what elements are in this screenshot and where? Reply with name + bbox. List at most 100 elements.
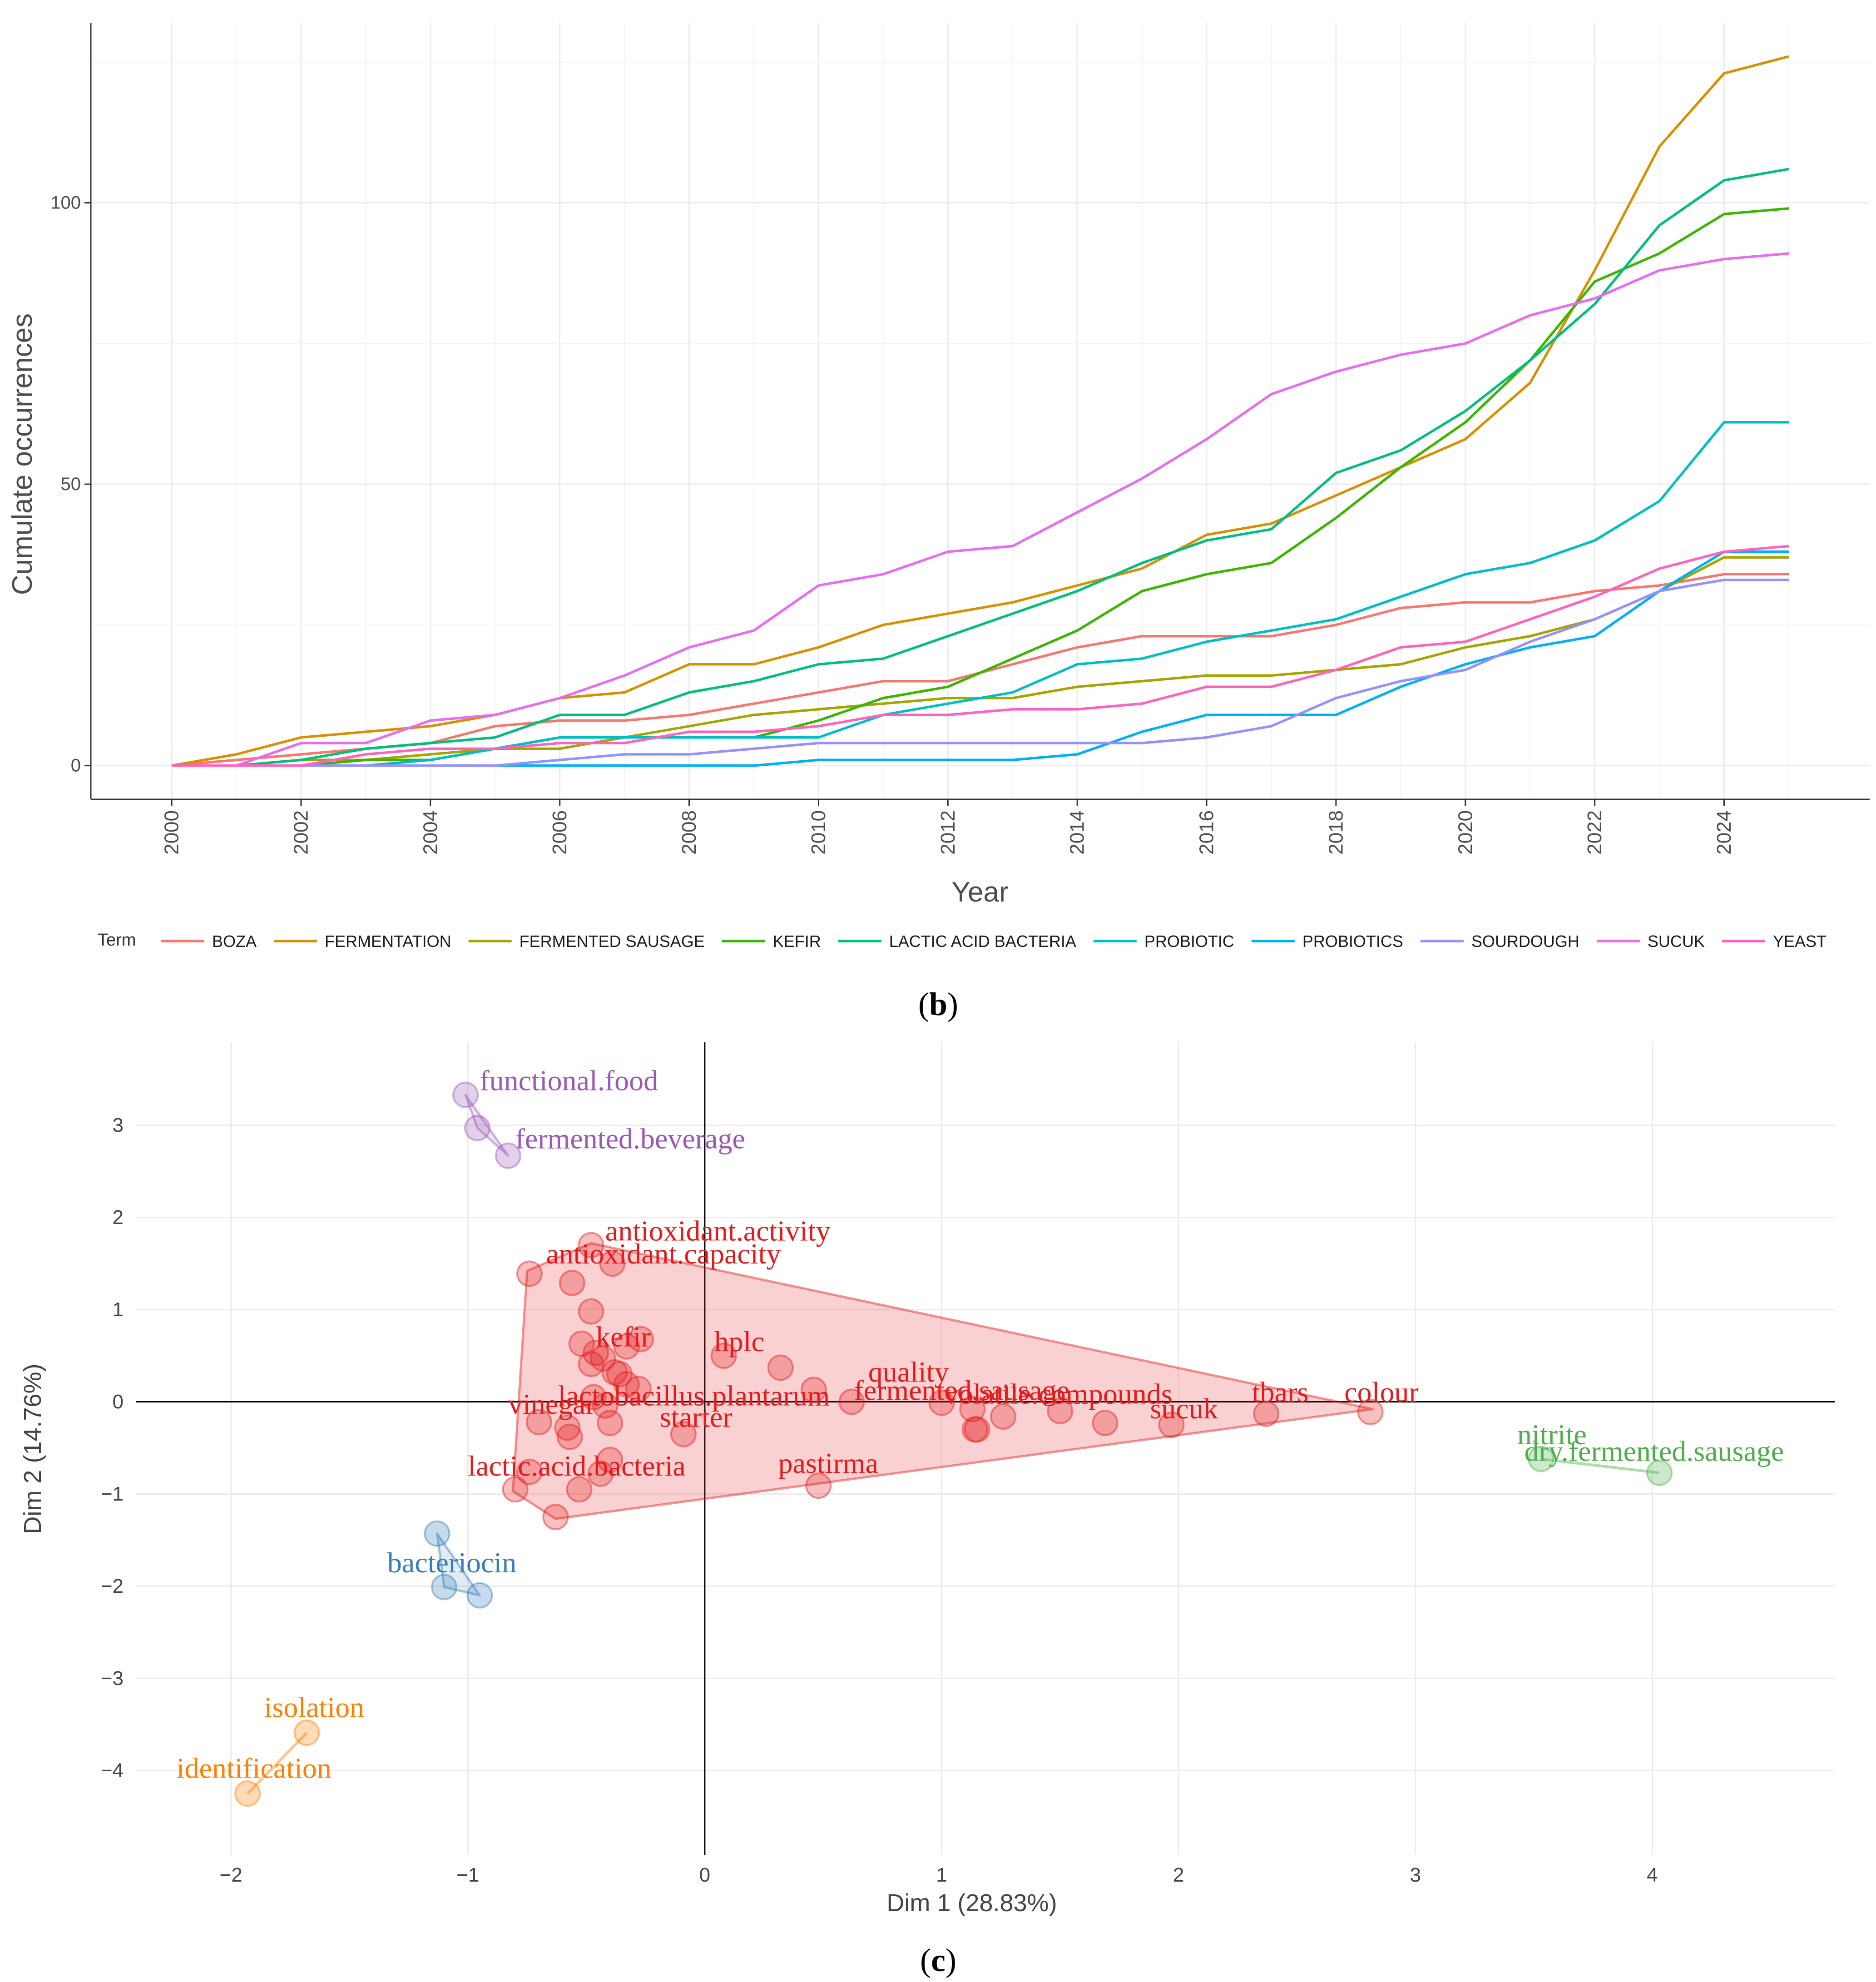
panel-c-x-tick-labels: −2 −1 0 1 2 3 4	[220, 1864, 1658, 1886]
point-label-functional-food: functional.food	[480, 1065, 658, 1097]
panel-b-line-chart: 2000 2002 2004 2006 2008 2010 2012 2014 2016 2018…	[7, 23, 1870, 1022]
point-label-hplc: hplc	[714, 1325, 764, 1358]
cluster-point-blue	[467, 1583, 492, 1608]
cluster-point-red	[579, 1352, 604, 1376]
legend-item-yeast: YEAST	[1722, 932, 1827, 951]
panel-b-x-tick-label: 2020	[1454, 810, 1476, 855]
cluster-point-red	[543, 1505, 568, 1529]
panel-b-caption-letter: b	[929, 986, 947, 1022]
panel-c-x-tick-label: 3	[1410, 1864, 1421, 1886]
legend-label: FERMENTED SAUSAGE	[520, 932, 705, 951]
legend-item-kefir: KEFIR	[722, 932, 821, 951]
legend-item-probiotic: PROBIOTIC	[1094, 932, 1234, 951]
panel-b-x-tick-label: 2002	[290, 810, 312, 855]
legend-label: SOURDOUGH	[1471, 932, 1579, 951]
legend-item-fermented-sausage: FERMENTED SAUSAGE	[469, 932, 705, 951]
panel-b-x-tick-label: 2024	[1713, 810, 1735, 855]
point-label-pastirma: pastirma	[778, 1447, 878, 1479]
panel-b-x-tick-label: 2010	[807, 810, 830, 855]
panel-c-x-tick-label: 1	[936, 1864, 947, 1886]
cluster-point-purple	[453, 1083, 478, 1107]
panel-c-y-tick-label: −2	[101, 1575, 124, 1597]
point-label-tbars: tbars	[1252, 1376, 1308, 1408]
panel-b-x-tick-label: 2006	[549, 810, 571, 855]
cluster-point-purple	[465, 1116, 490, 1140]
panel-c-y-tick-label: 0	[113, 1391, 124, 1413]
cluster-point-red	[1093, 1411, 1117, 1435]
cluster-point-orange	[295, 1720, 319, 1745]
panel-c-y-tick-label: −1	[101, 1483, 124, 1505]
legend-label: KEFIR	[773, 932, 821, 951]
legend-item-fermentation: FERMENTATION	[274, 932, 451, 951]
panel-b-y-tick-label: 100	[50, 193, 81, 213]
panel-b-x-tick-label: 2014	[1066, 810, 1089, 855]
cluster-point-red	[560, 1271, 584, 1295]
legend-item-lactic-acid-bacteria: LACTIC ACID BACTERIA	[838, 932, 1076, 951]
panel-c-caption: (c)	[920, 1942, 956, 1978]
panel-c-x-tick-label: 0	[699, 1864, 710, 1886]
panel-c-y-axis-title: Dim 2 (14.76%)	[19, 1363, 46, 1534]
panel-c-x-tick-label: 4	[1647, 1864, 1658, 1886]
point-label-antioxidant-capacity: antioxidant.capacity	[546, 1238, 781, 1270]
panel-c-y-tick-label: −3	[101, 1667, 124, 1690]
panel-c-y-tick-label: 2	[113, 1206, 124, 1229]
point-label-isolation: isolation	[264, 1691, 364, 1724]
panel-b-x-tick-label: 2012	[937, 810, 959, 855]
legend-item-sucuk: SUCUK	[1597, 932, 1705, 951]
legend-label: YEAST	[1773, 932, 1827, 951]
point-label-kefir: kefir	[596, 1321, 651, 1353]
panel-b-x-tick-label: 2018	[1325, 810, 1347, 855]
legend-label: LACTIC ACID BACTERIA	[889, 932, 1076, 951]
cluster-point-red	[579, 1299, 604, 1324]
legend-label: PROBIOTICS	[1302, 932, 1403, 951]
panel-b-x-tick-label: 2004	[419, 810, 441, 855]
cluster-point-red	[965, 1417, 990, 1442]
point-label-dry-fermented-sausage: dry.fermented.sausage	[1525, 1435, 1784, 1467]
panel-b-y-axis-title: Cumulate occurrences	[7, 313, 38, 595]
panel-b-caption: (b)	[918, 986, 958, 1022]
panel-b-x-tick-label: 2008	[678, 810, 700, 855]
panel-b-y-tick-label: 50	[61, 474, 81, 494]
legend-item-boza: BOZA	[161, 932, 257, 951]
panel-c-x-tick-label: −1	[456, 1864, 479, 1886]
legend-item-probiotics: PROBIOTICS	[1252, 932, 1403, 951]
panel-b-plot-area	[91, 23, 1870, 799]
panel-c-caption-letter: c	[931, 1942, 945, 1978]
point-label-volatile-compounds: volatile.compounds	[944, 1378, 1173, 1410]
figure: 2000 2002 2004 2006 2008 2010 2012 2014 2016 2018…	[0, 0, 1876, 1982]
legend-label: BOZA	[212, 932, 257, 951]
panel-c-x-axis-title: Dim 1 (28.83%)	[886, 1889, 1057, 1917]
point-label-colour: colour	[1344, 1376, 1419, 1408]
legend-title: Term	[98, 931, 136, 950]
panel-c-x-tick-label: 2	[1173, 1864, 1184, 1886]
cluster-point-blue	[425, 1521, 449, 1546]
legend-label: FERMENTATION	[325, 932, 451, 951]
panel-b-legend: Term BOZA FERMENTATION FERMENTED SAUSAGE KE…	[98, 931, 1827, 951]
point-label-lactic-acid-bacteria: lactic.acid.bacteria	[468, 1450, 686, 1482]
panel-b-x-tick-labels: 2000 2002 2004 2006 2008 2010 2012 2014 2016 2018…	[161, 799, 1735, 855]
panel-b-y-tick-label: 0	[71, 756, 81, 776]
cluster-point-orange	[235, 1781, 260, 1806]
point-label-fermented-beverage: fermented.beverage	[515, 1122, 745, 1155]
point-label-bacteriocin: bacteriocin	[387, 1546, 516, 1579]
panel-b-x-tick-label: 2022	[1584, 810, 1606, 855]
cluster-point-red	[517, 1261, 542, 1286]
panel-b-x-tick-label: 2000	[161, 810, 183, 855]
panel-b-y-tick-labels: 0 50 100	[50, 193, 91, 776]
point-label-identification: identification	[177, 1752, 332, 1784]
panel-b-x-tick-label: 2016	[1196, 810, 1218, 855]
panel-b-x-axis-title: Year	[951, 877, 1008, 908]
panel-c-x-tick-label: −2	[220, 1864, 243, 1886]
point-label-sucuk: sucuk	[1150, 1392, 1218, 1425]
panel-c-y-tick-label: −4	[101, 1759, 124, 1782]
legend-item-sourdough: SOURDOUGH	[1421, 932, 1579, 951]
panel-c-cluster-hulls	[247, 1095, 1659, 1794]
legend-label: SUCUK	[1648, 932, 1705, 951]
cluster-point-red	[598, 1411, 622, 1435]
legend-label: PROBIOTIC	[1144, 932, 1234, 951]
cluster-point-red	[558, 1425, 582, 1449]
point-label-vinegar: vinegar	[508, 1388, 595, 1420]
panel-c-y-tick-labels: −4 −3 −2 −1 0 1 2 3	[101, 1114, 124, 1782]
point-label-starter: starter	[660, 1401, 733, 1433]
cluster-point-red	[768, 1355, 793, 1380]
